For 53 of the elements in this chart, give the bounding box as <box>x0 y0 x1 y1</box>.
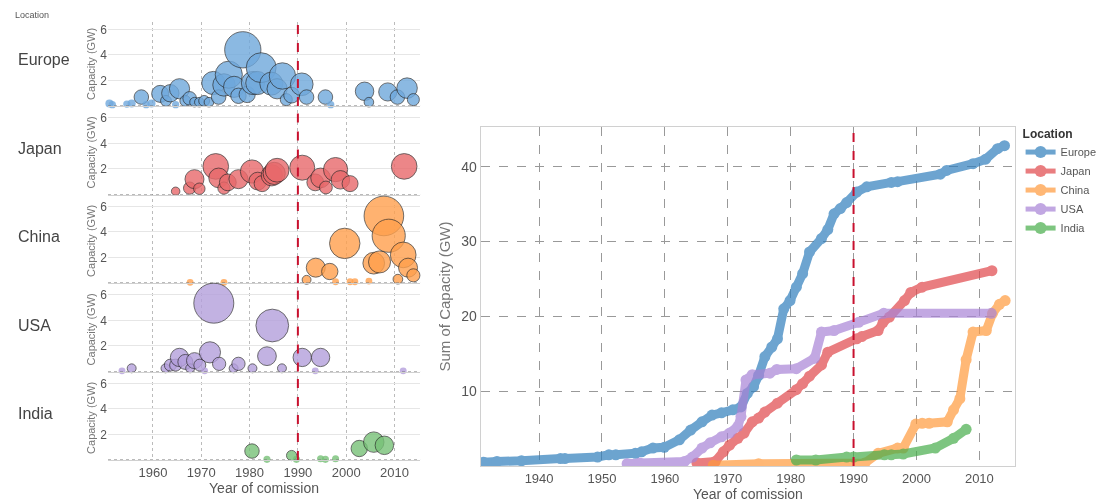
y-axis-title: Capacity (GW) <box>84 116 97 189</box>
y-axis-title: Sum of Capacity (GW) <box>436 221 454 372</box>
text: China <box>18 228 60 245</box>
legend-label: India <box>1060 222 1086 235</box>
text: USA <box>18 317 52 334</box>
legend-label: USA <box>1060 203 1084 216</box>
x-tick-label: 2000 <box>331 464 361 480</box>
text: Japan <box>18 140 62 157</box>
y-tick-label: 2 <box>100 339 108 354</box>
y-tick-label: 4 <box>100 313 108 328</box>
x-tick-label: 2010 <box>380 464 409 480</box>
y-tick-label: 6 <box>100 376 108 391</box>
y-tick-label: 20 <box>461 308 478 325</box>
y-tick-label: 10 <box>461 383 478 400</box>
y-tick-label: 6 <box>100 199 108 214</box>
y-tick-label: 2 <box>100 73 108 88</box>
y-axis-title: Capacity (GW) <box>84 293 97 366</box>
text: Europe <box>18 51 70 68</box>
legend-title: Location <box>1022 126 1073 141</box>
x-tick-label: 1990 <box>283 464 313 480</box>
x-tick-label: 2010 <box>964 470 994 486</box>
y-tick-label: 2 <box>100 427 108 442</box>
x-tick-label: 1980 <box>235 464 265 480</box>
y-tick-label: 4 <box>100 136 108 151</box>
x-tick-label: 1980 <box>776 470 806 486</box>
x-tick-label: 1970 <box>713 470 743 486</box>
y-tick-label: 6 <box>100 22 108 37</box>
y-tick-label: 40 <box>461 158 478 175</box>
y-tick-label: 2 <box>100 162 108 177</box>
text: India <box>18 405 53 422</box>
y-tick-label: 4 <box>100 48 108 63</box>
y-axis-title: Capacity (GW) <box>84 27 97 100</box>
x-axis-title: Year of comission <box>692 485 803 502</box>
legend-label: Japan <box>1060 165 1091 178</box>
y-tick-label: 30 <box>461 233 478 250</box>
y-tick-label: 6 <box>100 288 108 303</box>
x-tick-label: 1960 <box>138 464 168 480</box>
x-tick-label: 1970 <box>186 464 216 480</box>
x-tick-label: 1940 <box>524 470 554 486</box>
legend-label: Europe <box>1060 146 1097 159</box>
y-tick-label: 6 <box>100 111 108 126</box>
y-axis-title: Capacity (GW) <box>84 204 97 277</box>
x-tick-label: 1960 <box>650 470 680 486</box>
x-tick-label: 1950 <box>587 470 617 486</box>
x-tick-label: 2000 <box>902 470 931 486</box>
y-tick-label: 4 <box>100 402 108 417</box>
x-axis-title: Year of comission <box>209 479 320 496</box>
y-axis-title: Capacity (GW) <box>84 381 97 454</box>
y-tick-label: 2 <box>100 250 108 265</box>
text: Location <box>15 10 50 20</box>
legend-label: China <box>1060 184 1091 197</box>
y-tick-label: 4 <box>100 225 108 240</box>
x-tick-label: 1990 <box>839 470 869 486</box>
